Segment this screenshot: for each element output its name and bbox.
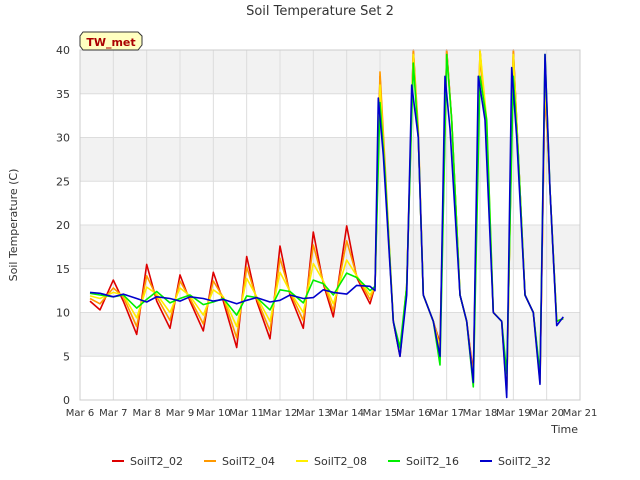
x-tick-label: Mar 17 bbox=[429, 408, 464, 419]
legend-label-soilt2-32: SoilT2_32 bbox=[498, 455, 551, 468]
x-tick-label: Mar 7 bbox=[99, 408, 127, 419]
y-tick-label: 25 bbox=[56, 175, 70, 188]
x-tick-label: Mar 11 bbox=[229, 408, 264, 419]
chart-title: Soil Temperature Set 2 bbox=[246, 4, 394, 19]
x-tick-label: Mar 14 bbox=[329, 408, 364, 419]
legend-label-soilt2-04: SoilT2_04 bbox=[222, 455, 275, 468]
plot-bands bbox=[80, 50, 580, 400]
y-tick-label: 20 bbox=[56, 219, 70, 232]
series-lines bbox=[89, 49, 564, 399]
x-tick-label: Mar 19 bbox=[496, 408, 531, 419]
y-tick-label: 35 bbox=[56, 88, 70, 101]
legend-label-soilt2-08: SoilT2_08 bbox=[314, 455, 367, 468]
x-tick-label: Mar 18 bbox=[463, 408, 498, 419]
y-tick-label: 15 bbox=[56, 263, 70, 276]
x-tick-label: Mar 8 bbox=[132, 408, 160, 419]
plot-band bbox=[80, 312, 580, 357]
x-tick-label: Mar 9 bbox=[166, 408, 194, 419]
y-tick-label: 40 bbox=[56, 44, 70, 57]
x-tick-label: Mar 20 bbox=[529, 408, 564, 419]
series-line-soilt2-32 bbox=[89, 53, 564, 399]
plot-band bbox=[80, 225, 580, 269]
plot-band bbox=[80, 137, 580, 182]
x-tick-label: Mar 12 bbox=[263, 408, 298, 419]
x-tick-label: Mar 21 bbox=[563, 408, 598, 419]
x-axis-label: Time bbox=[550, 423, 578, 436]
y-tick-label: 5 bbox=[63, 350, 70, 363]
site-badge-label: TW_met bbox=[86, 36, 135, 49]
x-tick-label: Mar 16 bbox=[396, 408, 431, 419]
x-tick-label: Mar 15 bbox=[363, 408, 398, 419]
y-tick-label: 10 bbox=[56, 307, 70, 320]
y-axis-label: Soil Temperature (C) bbox=[7, 169, 20, 282]
plot-band bbox=[80, 181, 580, 225]
plot-band bbox=[80, 356, 580, 400]
plot-band bbox=[80, 50, 580, 94]
x-tick-label: Mar 13 bbox=[296, 408, 331, 419]
plot-band bbox=[80, 93, 580, 138]
x-tick-label: Mar 10 bbox=[196, 408, 231, 419]
site-badge: TW_met bbox=[79, 31, 143, 51]
x-tick-label: Mar 6 bbox=[66, 408, 94, 419]
y-tick-label: 30 bbox=[56, 132, 70, 145]
legend-label-soilt2-16: SoilT2_16 bbox=[406, 455, 459, 468]
site-badge-box bbox=[79, 31, 143, 51]
legend: SoilT2_02 SoilT2_04 SoilT2_08 SoilT2_16 Soil… bbox=[112, 455, 551, 468]
plot-frame bbox=[79, 49, 581, 401]
y-tick-labels: 0 5 10 15 20 25 30 35 40 bbox=[56, 44, 70, 407]
y-tick-label: 0 bbox=[63, 394, 70, 407]
legend-label-soilt2-02: SoilT2_02 bbox=[130, 455, 183, 468]
